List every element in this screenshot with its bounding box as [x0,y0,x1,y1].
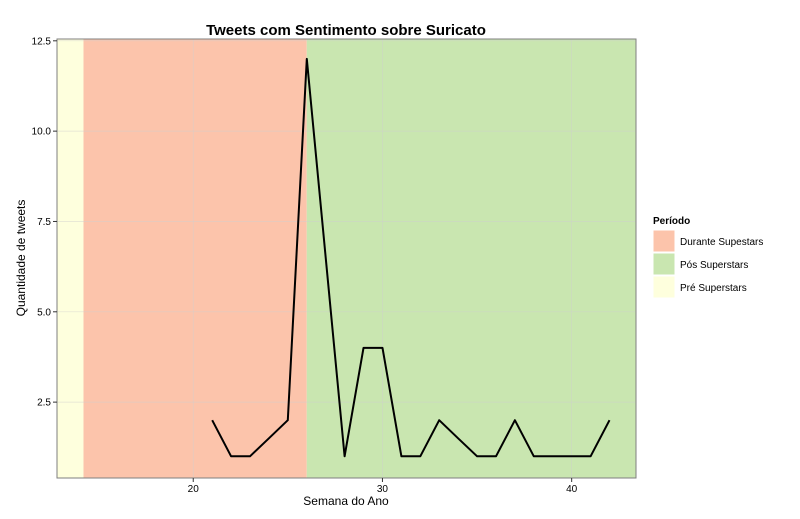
legend-title: Período [653,216,690,227]
x-tick-label-0: 20 [188,484,200,495]
y-tick-label-4: 12.5 [32,36,52,47]
y-axis-title: Quantidade de tweets [14,200,28,317]
period-band-2 [306,39,636,478]
y-tick-label-1: 5.0 [37,307,51,318]
x-tick-label-2: 40 [566,484,578,495]
gridlines [57,39,636,478]
period-band-0 [57,39,84,478]
legend: Período Durante Supestars Pós Superstars P… [652,216,763,299]
legend-swatch-0 [652,229,676,253]
plot-area: 20 30 40 2.5 5.0 7.5 10.0 12.5 [32,36,637,495]
series-line-0 [211,57,611,458]
x-tick-label-1: 30 [377,484,389,495]
y-tick-label-2: 7.5 [37,217,51,228]
legend-label-0: Durante Supestars [680,237,763,248]
y-tick-label-3: 10.0 [32,127,52,138]
legend-label-2: Pré Superstars [680,283,747,294]
legend-label-1: Pós Superstars [680,260,748,271]
chart-title: Tweets com Sentimento sobre Suricato [206,22,486,39]
period-band-1 [83,39,307,478]
legend-swatch-1 [652,252,676,276]
legend-swatch-2 [652,275,676,299]
y-tick-label-0: 2.5 [37,398,51,409]
x-axis-title: Semana do Ano [303,494,389,508]
panel-border [56,38,637,479]
